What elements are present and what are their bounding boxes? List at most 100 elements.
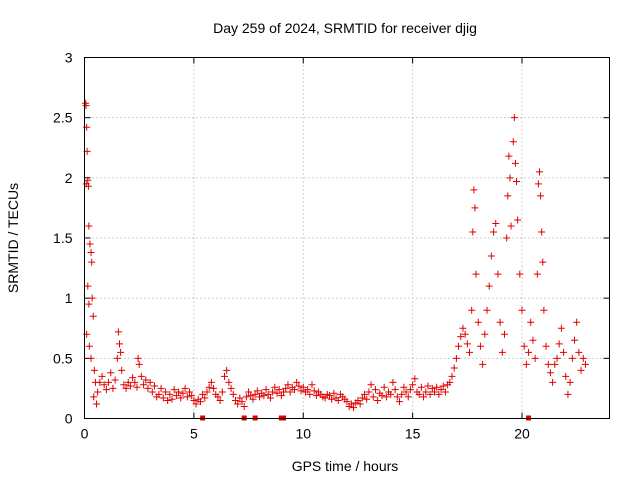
data-point (581, 360, 589, 368)
data-point (253, 387, 261, 395)
data-point (501, 330, 508, 338)
data-point (84, 176, 92, 184)
data-point (479, 360, 487, 368)
tick-label-y: 1 (65, 290, 73, 306)
data-point (468, 306, 476, 314)
data-point (229, 390, 237, 398)
data-point (231, 396, 239, 404)
data-point (562, 372, 570, 380)
tick-label-y: 2 (65, 170, 73, 186)
data-point (286, 388, 294, 396)
data-point (308, 381, 316, 389)
data-point (114, 328, 122, 336)
data-point (266, 394, 274, 402)
data-point (469, 228, 477, 236)
data-point (358, 394, 366, 402)
tick-labels: 0 5 10 15 20 0 0.5 1 1.5 2 2.5 3 (53, 50, 530, 442)
data-point (245, 388, 253, 396)
data-point (247, 392, 255, 400)
data-point (577, 366, 585, 374)
y-axis-label: SRMTID / TECUs (5, 183, 21, 293)
data-point (330, 389, 338, 397)
data-point (549, 378, 557, 386)
data-point (102, 386, 110, 394)
data-point (85, 222, 93, 230)
data-point (306, 390, 314, 398)
data-point (88, 294, 96, 302)
data-point (172, 392, 180, 400)
data-point (537, 192, 545, 200)
data-point (86, 240, 94, 248)
data-point (201, 394, 209, 402)
data-point (533, 270, 541, 278)
data-point (88, 258, 96, 266)
data-point (218, 388, 226, 396)
data-point (223, 366, 231, 374)
data-point (354, 396, 362, 404)
data-point (93, 400, 101, 408)
data-point (437, 386, 445, 394)
data-point (564, 390, 572, 398)
data-point (98, 372, 106, 380)
data-point (126, 382, 134, 390)
data-point (568, 354, 576, 362)
data-point (420, 393, 428, 401)
data-point (251, 390, 259, 398)
data-point (133, 383, 141, 391)
data-point (221, 372, 228, 380)
x-axis-label: GPS time / hours (292, 458, 399, 474)
data-point (415, 390, 423, 398)
data-point (474, 318, 482, 326)
data-point (511, 159, 519, 167)
data-point (398, 390, 406, 398)
data-point (225, 378, 233, 386)
data-point (350, 404, 358, 412)
data-point (148, 388, 156, 396)
data-point (396, 398, 403, 406)
data-point (131, 378, 139, 386)
data-point (142, 376, 150, 384)
data-point (461, 330, 469, 338)
data-point (284, 381, 292, 389)
data-point (406, 386, 414, 394)
data-point (539, 258, 547, 266)
data-point (214, 393, 222, 401)
data-point (321, 394, 329, 402)
data-point (312, 392, 320, 400)
data-point (441, 388, 449, 396)
tick-label-y: 1.5 (53, 230, 73, 246)
data-point (400, 383, 408, 391)
data-point (483, 306, 491, 314)
data-point (282, 384, 290, 392)
data-point (155, 390, 163, 398)
data-point (234, 400, 242, 408)
data-point (531, 354, 539, 362)
data-point (361, 390, 368, 398)
data-point (516, 270, 524, 278)
data-point (507, 222, 515, 230)
data-point (205, 383, 213, 391)
data-point (134, 354, 142, 362)
data-point (481, 330, 489, 338)
data-point (428, 384, 436, 392)
data-point (369, 393, 377, 401)
data-point (553, 354, 561, 362)
data-point (540, 306, 548, 314)
data-point (107, 369, 115, 377)
data-point (387, 390, 395, 398)
data-point (534, 180, 542, 188)
data-point (424, 382, 432, 390)
data-point (347, 400, 355, 408)
data-point (90, 393, 98, 401)
axis-ticks (84, 57, 610, 419)
data-point (100, 381, 108, 389)
data-point (560, 348, 568, 356)
data-point (137, 372, 145, 380)
data-point (466, 348, 473, 356)
data-point (470, 186, 478, 194)
data-point (135, 360, 143, 368)
data-point (117, 348, 125, 356)
data-point (496, 318, 504, 326)
data-point (365, 388, 373, 396)
data-point (371, 386, 379, 394)
